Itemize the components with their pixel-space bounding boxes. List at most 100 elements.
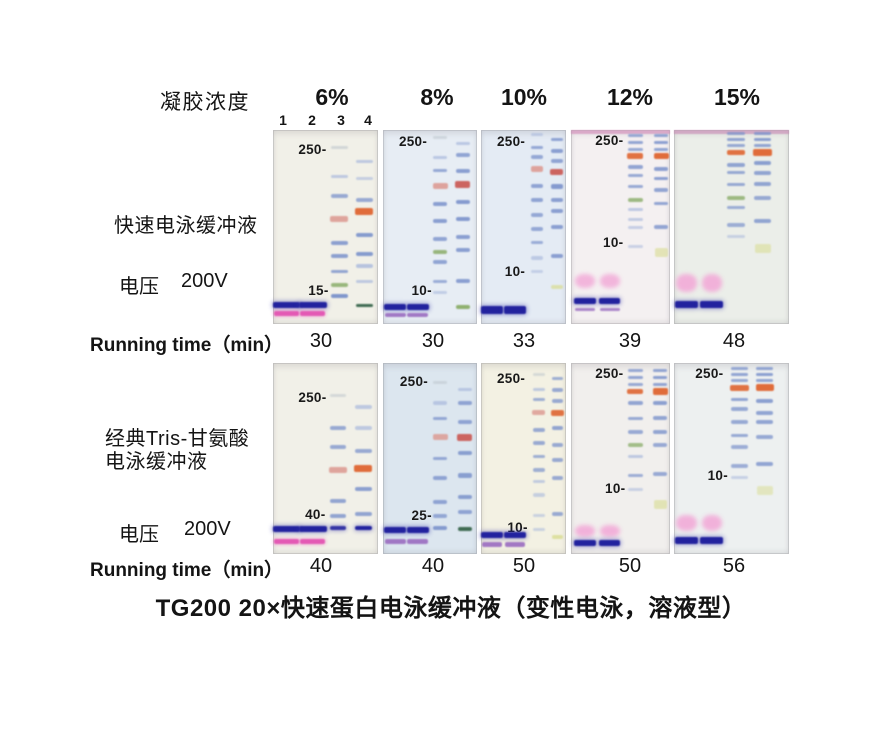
- gel-band: [627, 198, 643, 202]
- gel-band: [354, 486, 372, 492]
- gel-band: [654, 176, 669, 181]
- mw-marker-label: 10-: [504, 263, 526, 279]
- gel-band: [550, 197, 563, 202]
- gel-band: [753, 195, 772, 200]
- gel-band: [753, 132, 772, 136]
- gel-band: [627, 443, 643, 447]
- gel-band: [551, 534, 564, 539]
- gel-band: [756, 372, 774, 376]
- gel-band: [654, 188, 669, 192]
- gel-band: [675, 537, 699, 545]
- gel-band: [730, 420, 749, 424]
- gel-photo-row1-6%: 250- 15-: [273, 130, 378, 324]
- gel-band: [433, 401, 448, 405]
- gel-band: [531, 145, 544, 150]
- gel-band: [433, 236, 448, 241]
- gel-band: [551, 475, 564, 480]
- gel-band: [457, 450, 472, 456]
- voltage-value-row1: 200V: [181, 270, 228, 292]
- gel-band: [653, 443, 668, 447]
- gel-concentration-label: 凝胶浓度: [160, 91, 250, 114]
- gel-band: [532, 441, 545, 445]
- gel-band: [330, 216, 349, 223]
- mw-marker-label: 10-: [507, 519, 528, 535]
- gel-band: [727, 170, 745, 175]
- gel-band: [505, 542, 525, 547]
- gel-band: [355, 207, 374, 215]
- mw-marker-label: 250-: [695, 365, 724, 381]
- gel-band: [700, 301, 724, 309]
- gel-band: [383, 526, 407, 534]
- gel-band: [274, 539, 300, 545]
- gel-band: [433, 279, 448, 284]
- gel-band: [676, 515, 697, 532]
- gel-band: [730, 367, 749, 371]
- gel-band: [627, 173, 643, 178]
- gel-band: [551, 511, 564, 516]
- gel-band: [756, 486, 773, 496]
- running-time-value: 48: [722, 330, 746, 352]
- gel-band: [654, 166, 669, 171]
- mw-marker-label: 250-: [496, 133, 526, 149]
- concentration-12pct: 12%: [606, 84, 654, 110]
- gel-band: [433, 526, 448, 531]
- gel-band: [532, 468, 545, 472]
- gel-band: [654, 201, 669, 206]
- gel-photo-row1-15%: [674, 130, 789, 324]
- gel-band: [433, 380, 448, 384]
- gel-band: [550, 209, 563, 214]
- concentration-8pct: 8%: [420, 84, 454, 110]
- gel-band: [599, 525, 620, 538]
- gel-band: [433, 201, 448, 206]
- gel-band: [532, 493, 545, 497]
- gel-photo-row2-6%: 250- 40-: [273, 363, 378, 554]
- gel-band: [627, 184, 643, 188]
- gel-band: [730, 476, 749, 480]
- gel-band: [599, 307, 620, 312]
- gel-band: [532, 387, 545, 392]
- gel-dye-front-stripe: [674, 130, 789, 134]
- gel-band: [329, 498, 347, 503]
- gel-photo-row1-8%: 250- 10-: [383, 130, 477, 324]
- gel-band: [329, 393, 347, 397]
- gel-band: [550, 149, 563, 154]
- gel-band: [627, 244, 643, 248]
- concentration-6pct: 6%: [315, 84, 349, 110]
- lane-number-3: 3: [337, 112, 345, 128]
- gel-band: [700, 537, 724, 545]
- gel-band: [730, 445, 749, 449]
- gel-band: [730, 385, 749, 391]
- gel-band: [627, 217, 643, 221]
- gel-band: [653, 152, 669, 160]
- gel-band: [433, 456, 448, 461]
- gel-band: [406, 526, 430, 534]
- gel-band: [627, 208, 643, 212]
- gel-band: [455, 142, 470, 146]
- gel-band: [354, 464, 373, 472]
- gel-band: [432, 183, 448, 190]
- gel-band: [627, 416, 643, 421]
- gel-band: [354, 511, 372, 516]
- gel-band: [330, 175, 348, 179]
- gel-band: [551, 409, 564, 416]
- gel-band: [355, 232, 373, 237]
- gel-band: [531, 240, 544, 245]
- gel-band: [274, 311, 300, 316]
- gel-band: [407, 313, 429, 318]
- gel-band: [627, 225, 643, 229]
- gel-band: [727, 223, 745, 227]
- gel-band: [457, 509, 472, 514]
- gel-band: [627, 369, 643, 373]
- buffer-label-classic-line1: 经典Tris-甘氨酸: [105, 428, 250, 450]
- gel-band: [531, 133, 544, 137]
- gel-band: [627, 430, 643, 434]
- gel-band: [654, 134, 669, 138]
- gel-band: [330, 294, 348, 298]
- gel-band: [730, 378, 749, 382]
- gel-band: [329, 466, 348, 474]
- gel-band: [727, 163, 745, 167]
- gel-band: [573, 539, 596, 546]
- gel-band: [455, 217, 470, 222]
- running-time-value: 40: [309, 555, 333, 577]
- gel-band: [753, 170, 772, 175]
